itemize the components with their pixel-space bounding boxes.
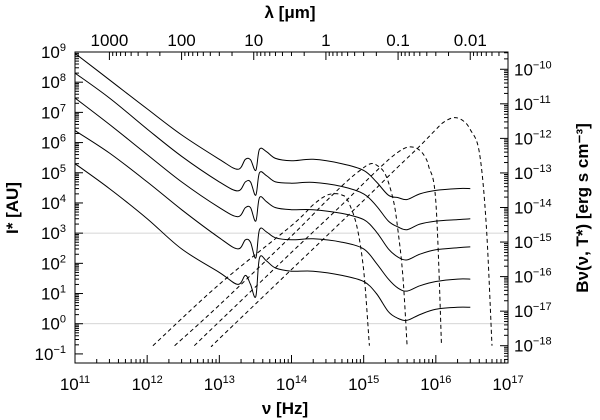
left-tick-label-2: 107: [41, 102, 66, 122]
left-tick-label-7: 102: [41, 253, 66, 273]
right-tick-label-8: 10−18: [514, 336, 552, 356]
top-tick-label-4: 0.1: [386, 31, 410, 50]
top-tick-label-2: 10: [244, 31, 263, 50]
blackbody-curve-8: [210, 117, 493, 348]
top-tick-label-0: 1000: [90, 31, 128, 50]
right-tick-label-3: 10−13: [514, 163, 552, 183]
x-tick-label-4: 1015: [348, 374, 379, 394]
x-tick-label-6: 1017: [492, 374, 523, 394]
left-tick-label-4: 105: [41, 163, 66, 183]
left-tick-label-10: 10−1: [35, 344, 66, 364]
left-tick-label-9: 100: [41, 314, 66, 334]
left-axis-label: I* [AU]: [3, 182, 22, 234]
x-tick-label-3: 1014: [276, 374, 307, 394]
plot-frame: [74, 51, 509, 364]
grid-layer: [75, 232, 508, 325]
right-axis-label: Bν(ν, T*) [erg s cm⁻³]: [573, 123, 592, 293]
intensity-curve-0: [75, 53, 471, 201]
x-tick-label-1: 1012: [132, 374, 163, 394]
right-tick-label-7: 10−17: [514, 301, 552, 321]
left-tick-label-0: 109: [41, 42, 66, 62]
left-tick-label-5: 104: [41, 193, 66, 213]
intensity-curve-1: [75, 72, 471, 231]
intensity-curve-3: [75, 130, 471, 292]
top-axis-label: λ [μm]: [264, 3, 315, 22]
x-tick-label-0: 1011: [60, 374, 90, 394]
x-tick-label-5: 1016: [420, 374, 451, 394]
right-tick-label-4: 10−14: [514, 197, 552, 217]
right-tick-label-2: 10−12: [514, 128, 552, 148]
intensity-curve-2: [75, 97, 471, 261]
left-tick-label-1: 108: [41, 72, 66, 92]
intensity-curve-4: [75, 163, 471, 321]
blackbody-curve-7: [193, 146, 442, 347]
top-tick-label-3: 1: [321, 31, 330, 50]
left-tick-label-3: 106: [41, 133, 66, 153]
right-tick-label-6: 10−16: [514, 267, 552, 287]
left-tick-label-6: 103: [41, 223, 66, 243]
top-tick-label-1: 100: [167, 31, 195, 50]
blackbody-curve-5: [152, 193, 370, 347]
right-tick-label-1: 10−11: [514, 94, 551, 114]
right-tick-label-0: 10−10: [514, 59, 552, 79]
x-axis-label: ν [Hz]: [262, 399, 308, 418]
series-layer: [75, 53, 493, 348]
x-tick-label-2: 1013: [204, 374, 235, 394]
top-tick-label-5: 0.01: [454, 31, 487, 50]
left-tick-label-8: 101: [41, 284, 66, 304]
tick-layer: [74, 51, 509, 364]
right-tick-label-5: 10−15: [514, 232, 552, 252]
blackbody-curve-6: [174, 163, 408, 347]
